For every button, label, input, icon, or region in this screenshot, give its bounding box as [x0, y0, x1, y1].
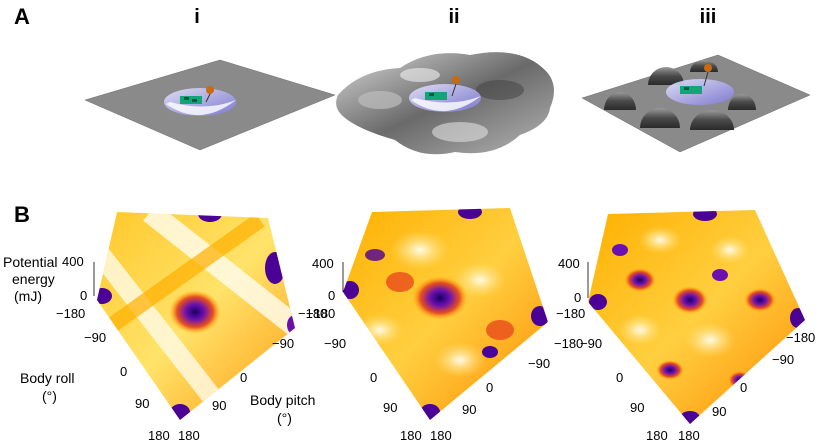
- column-label-i: i: [194, 6, 200, 28]
- robot-i: [164, 86, 236, 116]
- roll-tick-iii-1: −90: [580, 336, 603, 351]
- pitch-tick-i-1: 90: [212, 398, 227, 413]
- pitch-tick-i-2: 0: [240, 370, 248, 385]
- z-axis-label-line1: Potential: [3, 254, 58, 270]
- pitch-tick-iii-1: 90: [712, 404, 727, 419]
- roll-tick-i-4: 180: [148, 428, 170, 443]
- z-tick-400-iii: 400: [558, 256, 580, 271]
- roll-tick-iii-0: −180: [556, 306, 586, 321]
- column-label-iii: iii: [699, 6, 717, 28]
- panel-letter-b: B: [14, 202, 30, 227]
- energy-surface-ii: [343, 208, 548, 420]
- terrain-bumpy: [336, 52, 554, 155]
- pitch-label-line2: (°): [277, 410, 292, 426]
- roll-tick-ii-1: −90: [324, 336, 347, 351]
- pitch-tick-ii-1: 90: [462, 402, 477, 417]
- energy-surface-iii: [588, 210, 805, 424]
- pitch-label-line1: Body pitch: [250, 392, 316, 408]
- z-tick-400-ii: 400: [312, 256, 334, 271]
- roll-tick-ii-4: 180: [400, 428, 422, 443]
- pitch-tick-ii-3: −90: [528, 356, 551, 371]
- pitch-tick-i-4: −180: [298, 306, 328, 321]
- z-axis-label-line2: energy: [12, 271, 55, 287]
- panel-letter-a: A: [14, 4, 30, 29]
- terrain-domes: [581, 54, 811, 153]
- pitch-tick-ii-2: 0: [486, 380, 494, 395]
- terrain-flat: [84, 59, 336, 151]
- roll-tick-iii-3: 90: [630, 400, 645, 415]
- pitch-tick-i-3: −90: [272, 336, 295, 351]
- pitch-tick-i-0: 180: [178, 428, 200, 443]
- roll-tick-ii-2: 0: [370, 370, 378, 385]
- pitch-tick-iii-4: −180: [786, 330, 816, 345]
- roll-tick-i-0: −180: [56, 306, 86, 321]
- column-label-ii: ii: [448, 6, 460, 28]
- pitch-tick-iii-3: −90: [772, 352, 795, 367]
- energy-surface-i: [97, 212, 295, 420]
- z-tick-0-i: 0: [80, 288, 88, 303]
- roll-tick-i-1: −90: [84, 330, 107, 345]
- robot-iii: [666, 64, 734, 105]
- pitch-tick-iii-2: 0: [740, 380, 748, 395]
- roll-label-line1: Body roll: [20, 370, 75, 386]
- pitch-tick-ii-0: 180: [430, 428, 452, 443]
- roll-tick-iii-2: 0: [616, 370, 624, 385]
- z-tick-400-i: 400: [62, 254, 84, 269]
- roll-tick-i-2: 0: [120, 364, 128, 379]
- pitch-tick-iii-0: 180: [678, 428, 700, 443]
- pitch-tick-ii-4: −180: [554, 336, 584, 351]
- z-tick-0-ii: 0: [328, 288, 336, 303]
- z-tick-0-iii: 0: [574, 290, 582, 305]
- robot-ii: [409, 76, 481, 112]
- roll-tick-ii-3: 90: [383, 400, 398, 415]
- roll-tick-i-3: 90: [135, 396, 150, 411]
- roll-tick-iii-4: 180: [646, 428, 668, 443]
- roll-tick-ii-0: −180: [306, 306, 336, 321]
- roll-label-line2: (°): [42, 388, 57, 404]
- z-axis-label-line3: (mJ): [14, 288, 42, 304]
